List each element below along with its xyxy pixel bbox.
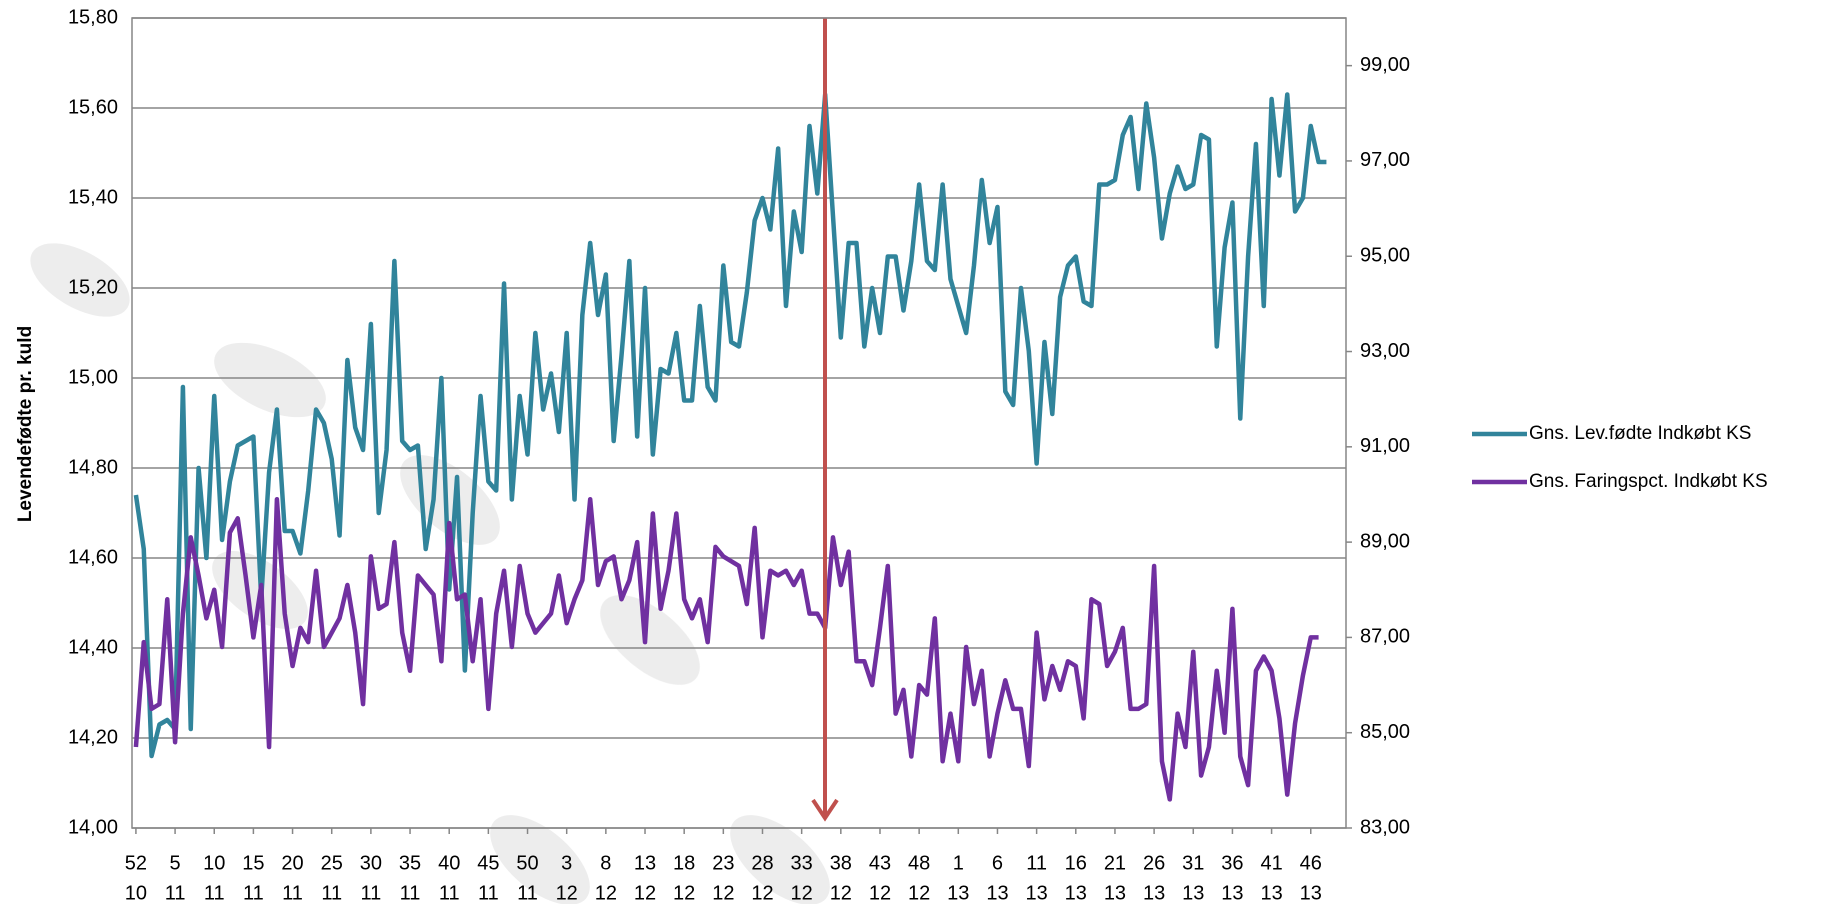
x-tick-label: 11	[282, 882, 303, 904]
y-axis-title: Levendefødte pr. kuld	[15, 326, 36, 522]
y2-tick-label: 87,00	[1360, 626, 1410, 648]
x-tick-label: 12	[634, 882, 656, 904]
legend-label: Gns. Lev.fødte Indkøbt KS	[1529, 423, 1751, 444]
x-tick-label: 12	[751, 882, 773, 904]
x-tick-label: 41	[1260, 852, 1282, 874]
x-tick-label: 45	[477, 852, 499, 874]
x-tick-label: 30	[360, 852, 382, 874]
x-tick-label: 11	[517, 882, 538, 904]
x-tick-label: 33	[791, 852, 813, 874]
y2-tick-label: 99,00	[1360, 54, 1410, 76]
y2-tick-label: 95,00	[1360, 245, 1410, 267]
y-tick-label: 14,80	[68, 456, 118, 478]
x-tick-label: 13	[634, 852, 656, 874]
y-tick-label: 14,40	[68, 636, 118, 658]
x-tick-label: 12	[791, 882, 813, 904]
x-tick-label: 40	[438, 852, 460, 874]
series-line	[136, 499, 1319, 799]
y2-tick-label: 89,00	[1360, 530, 1410, 552]
x-tick-label: 11	[243, 882, 264, 904]
y2-tick-label: 85,00	[1360, 721, 1410, 743]
x-tick-label: 5	[170, 852, 181, 874]
x-tick-label: 13	[947, 882, 969, 904]
x-tick-label: 11	[361, 882, 382, 904]
x-tick-label: 28	[751, 852, 773, 874]
x-tick-label: 12	[556, 882, 578, 904]
x-tick-label: 13	[1221, 882, 1243, 904]
y-tick-label: 15,40	[68, 186, 118, 208]
x-tick-label: 26	[1143, 852, 1165, 874]
x-tick-label: 21	[1104, 852, 1126, 874]
x-tick-label: 13	[1104, 882, 1126, 904]
y2-tick-label: 97,00	[1360, 149, 1410, 171]
y-tick-label: 14,60	[68, 546, 118, 568]
x-tick-label: 43	[869, 852, 891, 874]
x-tick-label: 31	[1182, 852, 1204, 874]
chart: Levendefødte pr. kuld 14,0014,2014,4014,…	[0, 0, 1825, 904]
x-tick-label: 11	[321, 882, 342, 904]
x-tick-label: 13	[1026, 882, 1048, 904]
legend-label: Gns. Faringspct. Indkøbt KS	[1529, 471, 1768, 492]
y2-tick-label: 91,00	[1360, 435, 1410, 457]
x-tick-label: 13	[1065, 882, 1087, 904]
x-tick-label: 18	[673, 852, 695, 874]
y-tick-label: 14,20	[68, 726, 118, 748]
x-tick-label: 35	[399, 852, 421, 874]
x-tick-label: 16	[1065, 852, 1087, 874]
x-tick-label: 38	[830, 852, 852, 874]
plot: 14,00 14,20 14,40 14,60 14,80 15,00 15,20 15,40…	[68, 6, 1410, 904]
x-tick-label: 15	[242, 852, 264, 874]
x-tick-label: 12	[673, 882, 695, 904]
x-tick-label: 11	[400, 882, 421, 904]
y2-tick-label: 83,00	[1360, 816, 1410, 838]
x-tick-label: 12	[830, 882, 852, 904]
x-tick-label: 3	[561, 852, 572, 874]
x-tick-label: 11	[478, 882, 499, 904]
x-tick-label: 13	[1260, 882, 1282, 904]
x-tick-label: 50	[516, 852, 538, 874]
x-tick-label: 52	[125, 852, 147, 874]
x-tick-label: 13	[1300, 882, 1322, 904]
x-tick-label: 48	[908, 852, 930, 874]
x-tick-label: 12	[712, 882, 734, 904]
x-tick-label: 12	[908, 882, 930, 904]
y2-tick-label: 93,00	[1360, 340, 1410, 362]
y-tick-label: 15,00	[68, 366, 118, 388]
x-tick-label: 13	[1143, 882, 1165, 904]
x-tick-label: 36	[1221, 852, 1243, 874]
x-tick-label: 12	[595, 882, 617, 904]
marker-arrow	[813, 18, 837, 818]
x-tick-label: 11	[1026, 852, 1047, 874]
x-tick-label: 11	[439, 882, 460, 904]
x-tick-label: 11	[204, 882, 225, 904]
x-tick-label: 11	[165, 882, 186, 904]
x-tick-label: 10	[125, 882, 147, 904]
x-tick-label: 13	[1182, 882, 1204, 904]
x-tick-label: 13	[986, 882, 1008, 904]
x-tick-label: 8	[600, 852, 611, 874]
y-tick-label: 15,20	[68, 276, 118, 298]
y-tick-label: 15,60	[68, 96, 118, 118]
y-tick-label: 14,00	[68, 816, 118, 838]
x-tick-label: 23	[712, 852, 734, 874]
x-tick-label: 10	[203, 852, 225, 874]
y-tick-label: 15,80	[68, 6, 118, 28]
x-tick-label: 20	[281, 852, 303, 874]
x-tick-label: 1	[953, 852, 964, 874]
x-tick-label: 46	[1300, 852, 1322, 874]
x-tick-label: 6	[992, 852, 1003, 874]
page: Levendefødte pr. kuld 14,0014,2014,4014,…	[0, 0, 1825, 904]
x-tick-label: 12	[869, 882, 891, 904]
x-tick-label: 25	[321, 852, 343, 874]
